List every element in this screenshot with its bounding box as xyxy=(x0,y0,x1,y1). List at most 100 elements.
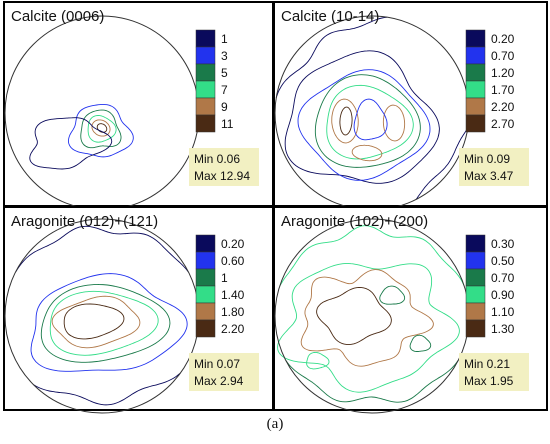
legend-swatch xyxy=(195,319,216,338)
legend-label: 2.20 xyxy=(491,100,515,114)
contour-level-1 xyxy=(40,284,171,363)
pole-figure-panel: Calcite (0006) 1 3 5 7 9 11 Min 0.06 Max 12.94 xyxy=(3,1,274,211)
legend-swatch xyxy=(195,97,216,116)
rim-contour-top xyxy=(275,16,388,98)
legend-swatch xyxy=(465,268,486,287)
legend-label: 1.80 xyxy=(221,305,245,319)
contour-level-2.70 xyxy=(339,106,353,136)
min-label: Min 0.06 xyxy=(194,152,240,166)
legend-swatch xyxy=(195,46,216,65)
legend-swatch xyxy=(195,234,216,253)
legend-swatch xyxy=(195,114,216,133)
legend-swatch xyxy=(465,114,486,133)
rim-contour-top xyxy=(279,225,465,287)
contour-level-1.30 xyxy=(316,286,392,346)
legend-swatch xyxy=(195,29,216,48)
legend-swatch xyxy=(195,302,216,321)
min-label: Min 0.21 xyxy=(464,357,510,371)
pole-figure-panel: Calcite (10-14) 0.20 0.70 1.20 1.70 2.20 2.70 M… xyxy=(273,1,548,211)
legend-swatch xyxy=(465,319,486,338)
contour-level-1 xyxy=(29,117,113,170)
legend-swatch xyxy=(465,234,486,253)
legend-label: 1.30 xyxy=(491,322,515,336)
figure-caption: (a) xyxy=(266,416,284,432)
contour-level-1.20 xyxy=(314,74,421,168)
legend-swatch xyxy=(465,80,486,99)
contour-level-1.40 xyxy=(49,290,159,356)
legend-swatch xyxy=(465,302,486,321)
legend-label: 11 xyxy=(221,117,234,131)
max-label: Max 3.47 xyxy=(464,169,514,183)
max-label: Max 2.94 xyxy=(194,374,244,388)
contour-level-1.70 xyxy=(326,84,414,160)
contour-lines xyxy=(15,225,189,406)
legend-label: 1 xyxy=(221,271,228,285)
max-label: Max 12.94 xyxy=(194,169,250,183)
contour-level-1.80 xyxy=(51,295,141,349)
min-max-box xyxy=(459,353,529,391)
legend-swatch xyxy=(465,97,486,116)
min-max-box xyxy=(459,148,529,186)
legend-label: 0.30 xyxy=(491,237,515,251)
contour-level-0.20 xyxy=(284,50,440,184)
panel-title: Aragonite (102)+(200) xyxy=(281,213,428,230)
legend-label: 0.50 xyxy=(491,254,515,268)
min-max-box xyxy=(189,353,259,391)
legend-swatch xyxy=(465,285,486,304)
rim-contour-bottom xyxy=(33,372,181,406)
legend-label: 1.40 xyxy=(221,288,245,302)
contour-level-2.20-left xyxy=(331,98,359,144)
contour-level-2.20-right xyxy=(382,104,406,142)
legend-swatch xyxy=(195,268,216,287)
contour-lines xyxy=(29,103,134,170)
legend-label: 1.20 xyxy=(491,66,515,80)
legend-label: 0.70 xyxy=(491,271,515,285)
legend-swatch xyxy=(195,63,216,82)
contour-level-0.60 xyxy=(30,273,188,372)
min-max-box xyxy=(189,148,259,186)
legend-swatch xyxy=(465,63,486,82)
legend-label: 0.20 xyxy=(491,32,515,46)
legend-label: 5 xyxy=(221,66,228,80)
legend-label: 1 xyxy=(221,32,228,46)
contour-level-0.70 xyxy=(297,69,431,181)
legend-swatch xyxy=(195,285,216,304)
legend-label: 1.70 xyxy=(491,83,515,97)
panel-title: Calcite (10-14) xyxy=(281,8,379,25)
max-label: Max 1.95 xyxy=(464,374,514,388)
contour-level-0.90-c xyxy=(306,351,330,370)
panel-title: Aragonite (012)+(121) xyxy=(11,213,158,230)
legend-label: 0.60 xyxy=(221,254,245,268)
pole-figure-panel: Aragonite (102)+(200) 0.30 0.50 0.70 0.90 1.1… xyxy=(273,206,548,414)
pole-figure-panel: Aragonite (012)+(121) 0.20 0.60 1 1.40 1.80 2.… xyxy=(3,206,274,414)
legend-label: 2.20 xyxy=(221,322,245,336)
legend-label: 2.70 xyxy=(491,117,515,131)
legend-swatch xyxy=(195,251,216,270)
contour-level-1.10 xyxy=(300,269,434,367)
panel-title: Calcite (0006) xyxy=(11,8,104,25)
legend-label: 1.10 xyxy=(491,305,515,319)
legend-label: 3 xyxy=(221,49,228,63)
contour-level-2.20 xyxy=(63,303,125,340)
legend-swatch xyxy=(465,29,486,48)
contour-level-3 xyxy=(67,103,134,158)
contour-level-5 xyxy=(80,109,122,149)
contour-level-2.20-bottom xyxy=(351,144,383,162)
contour-level-0.70-b xyxy=(409,334,432,352)
legend-label: 7 xyxy=(221,83,228,97)
legend-swatch xyxy=(465,46,486,65)
contour-lines xyxy=(275,16,469,200)
contour-lines xyxy=(277,225,465,403)
contour-level-0.90 xyxy=(277,263,460,393)
rim-contour-right xyxy=(415,127,469,200)
legend-label: 0.90 xyxy=(491,288,515,302)
legend-label: 0.20 xyxy=(221,237,245,251)
legend-swatch xyxy=(465,251,486,270)
contour-center-hole xyxy=(353,98,388,141)
min-label: Min 0.07 xyxy=(194,357,240,371)
rim-contour-bottom xyxy=(285,359,459,403)
legend-label: 0.70 xyxy=(491,49,515,63)
rim-contour-top xyxy=(15,225,189,273)
contour-level-7 xyxy=(87,115,117,143)
